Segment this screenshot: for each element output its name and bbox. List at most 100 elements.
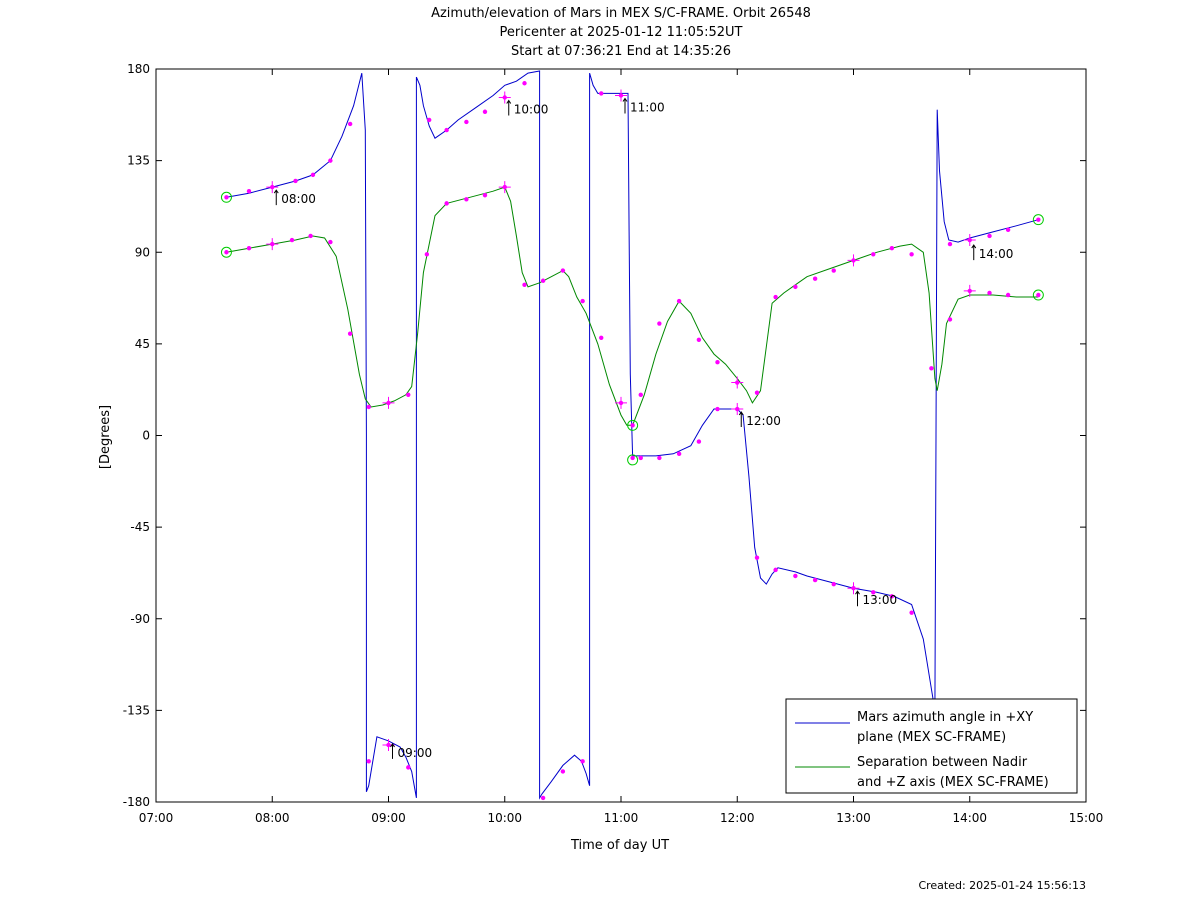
data-point — [464, 119, 469, 125]
data-point — [1036, 217, 1041, 222]
data-point — [482, 109, 488, 114]
data-point — [540, 278, 546, 283]
data-point — [308, 233, 313, 239]
data-point — [715, 360, 720, 365]
hour-cross — [498, 91, 511, 104]
series-line-azimuth — [226, 70, 1039, 800]
y-tick-label: 90 — [135, 245, 150, 259]
data-point — [909, 252, 914, 257]
y-tick-label: 180 — [127, 62, 150, 76]
data-point — [831, 581, 836, 587]
annotation-arrow — [855, 590, 860, 607]
data-point — [793, 284, 798, 290]
data-point — [599, 91, 604, 96]
legend-label-line: plane (MEX SC-FRAME) — [857, 730, 1006, 745]
data-point — [224, 250, 229, 255]
y-tick-label: 135 — [127, 154, 150, 168]
series-line-separation — [226, 186, 1039, 426]
start-end-circle — [220, 246, 232, 258]
hour-cross — [731, 376, 744, 389]
data-point — [987, 233, 992, 239]
start-end-circle — [220, 191, 232, 203]
data-point — [871, 590, 876, 595]
data-point — [987, 290, 992, 296]
data-point — [293, 178, 298, 184]
data-point — [246, 188, 252, 194]
data-point — [599, 335, 604, 340]
y-tick-label: 0 — [142, 429, 150, 443]
start-end-circle — [1032, 289, 1044, 301]
x-tick-label: 13:00 — [836, 811, 871, 825]
data-point — [1005, 292, 1011, 298]
legend-label-line: Mars azimuth angle in +XY — [857, 710, 1033, 725]
data-point — [580, 298, 585, 304]
legend-label-azimuth: Mars azimuth angle in +XY plane (MEX SC-F… — [857, 710, 1033, 745]
start-end-circle — [627, 419, 639, 431]
hour-cross — [266, 181, 279, 194]
data-point — [366, 759, 371, 764]
data-point — [812, 577, 818, 583]
data-point — [754, 555, 760, 560]
y-tick-label: 45 — [135, 337, 150, 351]
hour-cross — [498, 181, 511, 194]
data-point — [328, 239, 333, 245]
data-point — [444, 201, 449, 206]
y-tick-label: -45 — [130, 520, 150, 534]
x-tick-label: 07:00 — [139, 811, 174, 825]
y-tick-label: -180 — [123, 795, 150, 809]
annotation-label: 13:00 — [863, 593, 898, 607]
y-axis-label: [Degrees] — [98, 405, 113, 469]
annotation-arrow — [971, 244, 977, 261]
hour-cross — [847, 254, 860, 267]
data-point — [560, 268, 566, 273]
data-point — [224, 195, 229, 200]
hour-cross — [731, 403, 744, 416]
data-point — [289, 237, 295, 243]
data-point — [630, 423, 635, 428]
annotation-label: 14:00 — [979, 247, 1014, 261]
hour-cross — [266, 238, 279, 251]
legend-label-separation: Separation between Nadir and +Z axis (MEX… — [857, 755, 1049, 790]
data-point — [657, 321, 662, 326]
data-point — [676, 298, 682, 304]
data-point — [889, 594, 895, 599]
data-point — [812, 276, 818, 281]
y-tick-label: -135 — [123, 703, 150, 717]
data-point — [347, 331, 353, 336]
data-point — [630, 455, 635, 461]
y-tick-label: -90 — [130, 612, 150, 626]
data-point — [426, 117, 432, 123]
x-axis-label: Time of day UT — [570, 838, 669, 853]
legend-label-line: Separation between Nadir — [857, 755, 1028, 770]
created-label: Created: 2025-01-24 15:56:13 — [918, 879, 1086, 892]
x-tick-label: 09:00 — [371, 811, 406, 825]
tick-layer: 07:00 08:00 09:00 10:00 11:00 12:00 13:00 14:00… — [123, 62, 1104, 825]
x-tick-label: 15:00 — [1069, 811, 1104, 825]
series-layer — [226, 70, 1039, 800]
data-point — [754, 390, 760, 395]
data-point — [444, 127, 449, 133]
x-tick-label: 14:00 — [952, 811, 987, 825]
data-point — [347, 121, 353, 127]
data-point — [424, 252, 430, 257]
annotation-arrow — [390, 743, 395, 759]
chart-title-line-1: Azimuth/elevation of Mars in MEX S/C-FRA… — [431, 6, 811, 21]
data-point — [831, 268, 836, 273]
data-point — [947, 317, 953, 322]
annotation-label: 09:00 — [398, 746, 433, 760]
hour-cross — [963, 234, 976, 247]
data-point — [909, 610, 914, 615]
data-point — [482, 193, 488, 198]
data-point — [773, 294, 778, 300]
data-point — [366, 404, 371, 410]
data-point — [406, 765, 411, 770]
annotation-label: 10:00 — [514, 103, 549, 117]
data-point — [1036, 292, 1041, 298]
data-point — [657, 455, 662, 461]
data-point — [696, 337, 702, 343]
hour-cross — [382, 396, 395, 409]
data-point — [522, 282, 527, 288]
x-tick-label: 11:00 — [604, 811, 639, 825]
data-point — [310, 172, 316, 178]
